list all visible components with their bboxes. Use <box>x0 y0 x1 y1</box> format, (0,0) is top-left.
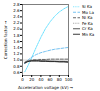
svg-text:0.6: 0.6 <box>13 70 20 75</box>
svg-text:Cr Ka: Cr Ka <box>82 26 93 31</box>
svg-text:1.0: 1.0 <box>13 57 20 62</box>
svg-text:20: 20 <box>29 77 35 82</box>
svg-text:2.4: 2.4 <box>13 14 20 19</box>
svg-text:Correction factor →: Correction factor → <box>3 20 8 59</box>
svg-text:Mo La: Mo La <box>82 10 94 15</box>
svg-text:1.2: 1.2 <box>13 51 20 56</box>
svg-text:1.8: 1.8 <box>13 33 20 38</box>
svg-text:100: 100 <box>65 77 73 82</box>
svg-text:2.8: 2.8 <box>13 2 20 7</box>
svg-text:1.4: 1.4 <box>13 45 20 50</box>
svg-text:0.8: 0.8 <box>13 64 20 69</box>
svg-text:2.6: 2.6 <box>13 8 20 13</box>
svg-text:Fe Ka: Fe Ka <box>82 21 93 26</box>
svg-text:Mn Ka: Mn Ka <box>82 32 95 37</box>
svg-text:0: 0 <box>21 77 24 82</box>
svg-text:1.6: 1.6 <box>13 39 20 44</box>
svg-text:2.0: 2.0 <box>13 26 20 31</box>
svg-text:Ni Ka: Ni Ka <box>82 15 93 20</box>
svg-text:Si Ka: Si Ka <box>82 4 92 9</box>
svg-text:40: 40 <box>38 77 44 82</box>
svg-text:60: 60 <box>48 77 54 82</box>
svg-text:Acceleration voltage (kV) →: Acceleration voltage (kV) → <box>18 85 74 90</box>
svg-text:80: 80 <box>57 77 63 82</box>
svg-text:2.2: 2.2 <box>13 20 20 25</box>
